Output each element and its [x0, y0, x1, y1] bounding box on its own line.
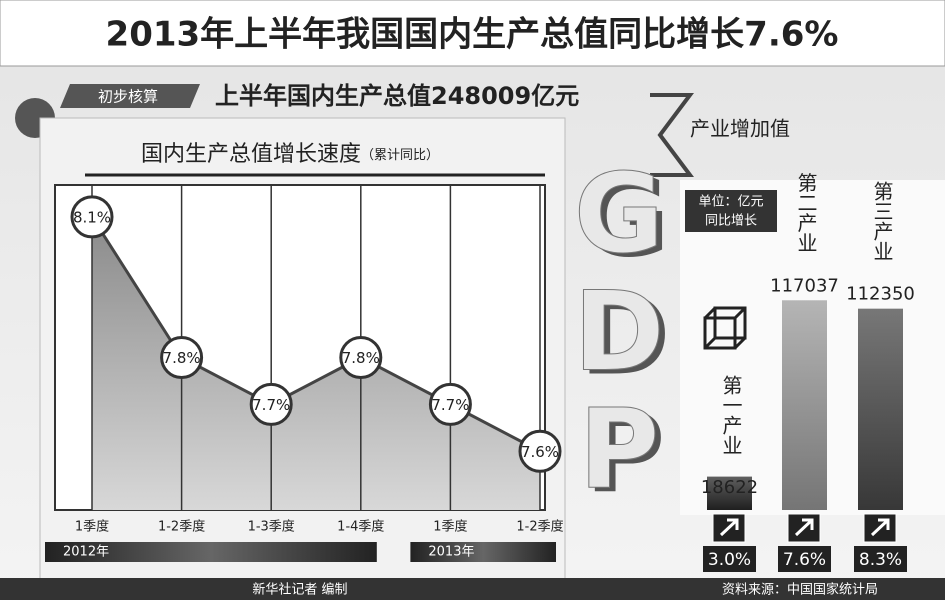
bar-title: 产业增加值 [690, 117, 790, 141]
unit-note: 单位：亿元 [698, 195, 763, 210]
line-title-main: 国内生产总值增长速度 [141, 142, 361, 167]
credit: 新华社记者 编制 [252, 582, 347, 598]
decor-letter: D [573, 267, 664, 395]
x-tick-label: 1季度 [433, 519, 467, 535]
category-label: 第二产业 [794, 172, 818, 252]
x-tick-label: 1-2季度 [516, 519, 563, 535]
value-label: 7.7% [431, 396, 469, 414]
value-label: 18622 [701, 477, 758, 498]
bar-shade [858, 309, 903, 510]
growth-label: 7.6% [783, 550, 826, 570]
value-label: 7.8% [163, 349, 201, 367]
bar-shade [782, 300, 827, 510]
subtitle: 上半年国内生产总值248009亿元 [215, 82, 579, 110]
decor-letter: P [579, 385, 660, 513]
value-label: 8.1% [73, 208, 111, 226]
x-tick-label: 1-4季度 [337, 519, 384, 535]
value-label: 7.6% [521, 443, 559, 461]
x-tick-label: 1季度 [75, 519, 109, 535]
value-label: 7.8% [342, 349, 380, 367]
infographic: 2013年上半年我国国内生产总值同比增长7.6% 初步核算 上半年国内生产总值2… [0, 0, 945, 600]
source: 资料来源：中国国家统计局 [722, 582, 878, 598]
x-tick-label: 1-3季度 [248, 519, 295, 535]
decor-letter: G [574, 149, 664, 277]
category-label: 第三产业 [870, 180, 894, 260]
year-label: 2013年 [428, 545, 474, 560]
category-label: 第一产业 [719, 375, 743, 455]
growth-note: 同比增长 [705, 214, 757, 229]
badge: 初步核算 [98, 88, 158, 106]
value-label: 117037 [770, 275, 839, 296]
year-label: 2012年 [63, 545, 109, 560]
growth-label: 3.0% [708, 550, 751, 570]
line-title-sub: （累计同比） [361, 148, 439, 163]
value-label: 112350 [846, 284, 915, 305]
growth-label: 8.3% [859, 550, 902, 570]
value-label: 7.7% [252, 396, 290, 414]
x-tick-label: 1-2季度 [158, 519, 205, 535]
title: 2013年上半年我国国内生产总值同比增长7.6% [106, 15, 839, 55]
